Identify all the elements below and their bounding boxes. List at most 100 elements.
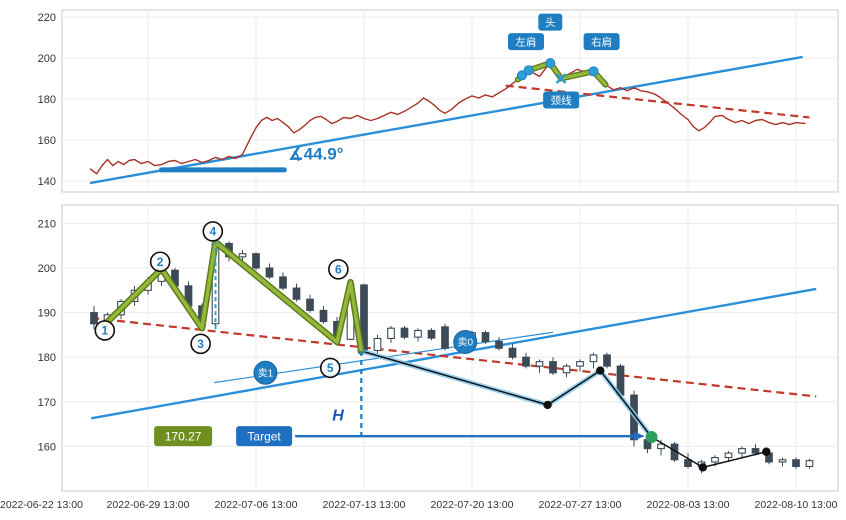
angle-annotation: ∡44.9° [159,144,344,173]
candle [778,459,787,463]
svg-text:2022-06-29 13:00: 2022-06-29 13:00 [107,499,190,511]
svg-text:200: 200 [38,263,56,275]
candle [427,329,436,339]
candle [279,276,287,289]
svg-text:140: 140 [38,176,56,188]
price-line [89,62,806,175]
candle [319,309,328,323]
pattern-dot [588,66,599,77]
svg-text:190: 190 [38,308,56,320]
svg-text:180: 180 [38,352,56,364]
target-arrowhead [633,431,645,441]
svg-text:右肩: 右肩 [591,35,612,48]
candle [657,443,665,450]
svg-text:2022-07-06 13:00: 2022-07-06 13:00 [215,499,298,511]
svg-text:Target: Target [247,429,281,443]
wave-number-circle [190,333,211,355]
candle [576,361,584,367]
wave-number-markers: 1 2 3 4 5 6 [94,221,349,379]
svg-text:∡44.9°: ∡44.9° [288,144,343,163]
svg-text:210: 210 [38,218,56,230]
candle [508,347,517,358]
svg-text:卖0: 卖0 [457,337,473,349]
candle [292,287,301,300]
candle [373,337,382,352]
candle [387,327,395,340]
top-trendlines [89,55,810,185]
svg-text:2022-08-10 13:00: 2022-08-10 13:00 [755,499,838,511]
projection-line [357,346,771,472]
candle [265,267,274,278]
svg-text:170: 170 [38,397,56,409]
projection-dot [762,447,771,456]
svg-text:2: 2 [157,255,164,269]
target-dot [645,431,658,444]
wave-number-circle [319,357,341,379]
candle [414,329,422,338]
candle [792,459,800,468]
grid-and-axes: 140 160 180 200 220 160 170 180 190 200 210 2022-06… [0,9,839,511]
candle [481,332,490,343]
candles [90,239,814,474]
pattern-dot [516,70,527,81]
candle [603,354,611,367]
svg-text:5: 5 [327,361,334,375]
zigzag-waves [101,238,365,355]
svg-text:卖1: 卖1 [258,368,274,380]
projection-dot [543,400,552,410]
svg-text:4: 4 [209,224,216,238]
wave-number-circle [94,320,116,341]
candle [495,341,503,349]
candle [238,253,247,258]
measurement-annotations: H [214,241,363,437]
svg-text:2022-07-13 13:00: 2022-07-13 13:00 [323,499,406,511]
svg-text:头: 头 [545,17,556,29]
candle [589,354,598,363]
svg-text:H: H [332,408,344,425]
candle [738,448,746,454]
projection-dot [698,463,708,472]
sell-marker [453,330,478,355]
candle [751,448,760,454]
candle [684,459,692,468]
candle [90,312,98,325]
svg-text:180: 180 [38,94,56,106]
svg-text:左肩: 左肩 [516,35,537,48]
pattern-dot [545,58,556,69]
svg-text:6: 6 [335,262,342,276]
svg-text:170.27: 170.27 [165,429,202,443]
svg-text:2022-07-27 13:00: 2022-07-27 13:00 [539,499,622,511]
candle [549,361,557,374]
candle [441,326,449,349]
candle [306,298,314,311]
candle [252,253,260,269]
candle [522,356,530,367]
sell-marker [253,360,278,385]
svg-text:160: 160 [38,135,56,147]
wave-number-circle [328,259,349,280]
candle [805,460,814,468]
svg-text:200: 200 [38,53,56,65]
pattern-dot [523,65,534,76]
svg-text:220: 220 [38,12,56,24]
sell-signal-markers: 卖1 卖0 [253,330,478,385]
svg-text:2022-06-22 13:00: 2022-06-22 13:00 [0,499,83,511]
candle [711,456,719,463]
projection-dot [596,366,605,375]
svg-text:1: 1 [101,323,108,337]
svg-text:3: 3 [197,337,204,351]
svg-text:2022-07-20 13:00: 2022-07-20 13:00 [431,499,514,511]
candle [400,327,409,338]
svg-text:160: 160 [38,441,56,453]
target-annotation: 170.27 Target [154,426,658,447]
svg-text:颈线: 颈线 [551,94,572,107]
candle [535,361,544,367]
candle [724,452,733,459]
wave-number-circle [149,251,171,273]
svg-text:2022-08-03 13:00: 2022-08-03 13:00 [647,499,730,511]
candle [562,365,571,374]
wave-number-circle [202,221,224,242]
